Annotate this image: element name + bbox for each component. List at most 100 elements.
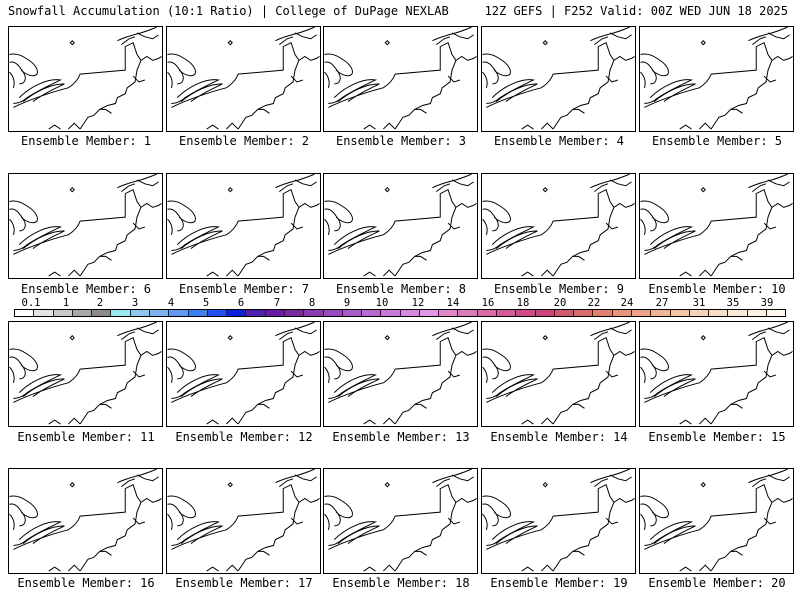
ensemble-member-label: Ensemble Member: 17 — [175, 576, 313, 590]
northeast-basemap — [640, 27, 793, 130]
northeast-basemap — [167, 322, 320, 425]
ensemble-member-label: Ensemble Member: 7 — [178, 282, 310, 296]
valid-time-label: 12Z GEFS | F252 Valid: 00Z WED JUN 18 20… — [484, 4, 788, 18]
colorbar-tick-label: 3 — [131, 297, 139, 309]
colorbar-tick-label: 9 — [343, 297, 351, 309]
ensemble-map-panel — [166, 468, 321, 574]
colorbar-swatch — [246, 310, 266, 316]
ensemble-map-panel — [8, 26, 163, 132]
ensemble-member-label: Ensemble Member: 13 — [332, 430, 470, 444]
colorbar-swatch — [92, 310, 112, 316]
colorbar-swatch — [766, 310, 786, 316]
colorbar-swatch — [670, 310, 690, 316]
colorbar-swatch — [111, 310, 131, 316]
northeast-basemap — [640, 469, 793, 572]
northeast-basemap — [167, 174, 320, 277]
ensemble-member-label: Ensemble Member: 18 — [332, 576, 470, 590]
ensemble-map-panel — [323, 468, 478, 574]
colorbar-swatch — [72, 310, 93, 316]
ensemble-map-panel — [481, 26, 636, 132]
colorbar-swatch — [207, 310, 228, 316]
colorbar-swatch — [381, 310, 401, 316]
colorbar-swatch — [554, 310, 575, 316]
ensemble-member-label: Ensemble Member: 8 — [335, 282, 467, 296]
colorbar-tick-label: 35 — [726, 297, 740, 309]
ensemble-member-label: Ensemble Member: 3 — [335, 134, 467, 148]
northeast-basemap — [167, 27, 320, 130]
northeast-basemap — [324, 469, 477, 572]
colorbar-swatch — [709, 310, 729, 316]
colorbar-tick-label: 24 — [620, 297, 634, 309]
colorbar-swatch — [15, 310, 35, 316]
northeast-basemap — [9, 27, 162, 130]
ensemble-map-panel — [323, 321, 478, 427]
colorbar-swatch — [612, 310, 632, 316]
colorbar-swatch — [516, 310, 536, 316]
colorbar-swatch — [53, 310, 73, 316]
colorbar-swatch — [439, 310, 459, 316]
ensemble-member-label: Ensemble Member: 6 — [20, 282, 152, 296]
colorbar-swatch — [477, 310, 498, 316]
colorbar-swatch — [227, 310, 247, 316]
colorbar-tick-label: 18 — [516, 297, 530, 309]
ensemble-map-panel — [323, 26, 478, 132]
ensemble-member-label: Ensemble Member: 16 — [17, 576, 155, 590]
colorbar-swatch — [188, 310, 208, 316]
northeast-basemap — [324, 174, 477, 277]
colorbar-tick-label: 14 — [446, 297, 460, 309]
ensemble-member-label: Ensemble Member: 9 — [493, 282, 625, 296]
ensemble-map-panel — [8, 468, 163, 574]
colorbar-tick-label: 4 — [167, 297, 175, 309]
colorbar-swatch — [400, 310, 420, 316]
colorbar-swatch — [362, 310, 382, 316]
ensemble-member-label: Ensemble Member: 15 — [648, 430, 786, 444]
colorbar-tick-label: 39 — [760, 297, 774, 309]
ensemble-member-label: Ensemble Member: 14 — [490, 430, 628, 444]
northeast-basemap — [482, 174, 635, 277]
colorbar-swatch — [34, 310, 54, 316]
ensemble-member-label: Ensemble Member: 2 — [178, 134, 310, 148]
ensemble-map-panel — [481, 468, 636, 574]
ensemble-member-label: Ensemble Member: 11 — [17, 430, 155, 444]
colorbar-swatch — [535, 310, 555, 316]
colorbar-swatch — [497, 310, 517, 316]
ensemble-map-panel — [639, 173, 794, 279]
northeast-basemap — [324, 27, 477, 130]
ensemble-member-label: Ensemble Member: 10 — [648, 282, 786, 296]
colorbar-swatch — [574, 310, 594, 316]
northeast-basemap — [9, 469, 162, 572]
colorbar-tick-label: 12 — [411, 297, 425, 309]
colorbar-tick-label: 2 — [96, 297, 104, 309]
ensemble-member-label: Ensemble Member: 5 — [651, 134, 783, 148]
ensemble-map-panel — [323, 173, 478, 279]
colorbar-swatch — [458, 310, 478, 316]
colorbar-tick-label: 22 — [587, 297, 601, 309]
ensemble-map-panel — [166, 173, 321, 279]
colorbar-tick-label: 7 — [273, 297, 281, 309]
ensemble-map-panel — [639, 321, 794, 427]
ensemble-member-label: Ensemble Member: 19 — [490, 576, 628, 590]
snowfall-colorbar: 0.1 1 2 3 4 5 6 7 8 9 10 12 14 16 18 20 22 24 27 31 35 39 — [14, 297, 786, 319]
ensemble-map-panel — [8, 173, 163, 279]
colorbar-swatch — [149, 310, 170, 316]
ensemble-map-panel — [639, 468, 794, 574]
ensemble-member-label: Ensemble Member: 1 — [20, 134, 152, 148]
northeast-basemap — [167, 469, 320, 572]
ensemble-map-panel — [166, 321, 321, 427]
colorbar-swatch — [728, 310, 748, 316]
colorbar-swatch — [323, 310, 343, 316]
colorbar-tick-label: 5 — [202, 297, 210, 309]
ensemble-map-panel — [481, 321, 636, 427]
ensemble-map-panel — [8, 321, 163, 427]
colorbar-swatch — [169, 310, 189, 316]
ensemble-map-panel — [481, 173, 636, 279]
northeast-basemap — [640, 322, 793, 425]
colorbar-tick-label: 0.1 — [21, 297, 41, 309]
ensemble-member-label: Ensemble Member: 20 — [648, 576, 786, 590]
colorbar-swatch — [304, 310, 324, 316]
colorbar-swatch — [689, 310, 710, 316]
colorbar-swatch — [130, 310, 150, 316]
colorbar-swatch — [265, 310, 285, 316]
colorbar-swatch — [651, 310, 671, 316]
colorbar-swatch — [342, 310, 363, 316]
